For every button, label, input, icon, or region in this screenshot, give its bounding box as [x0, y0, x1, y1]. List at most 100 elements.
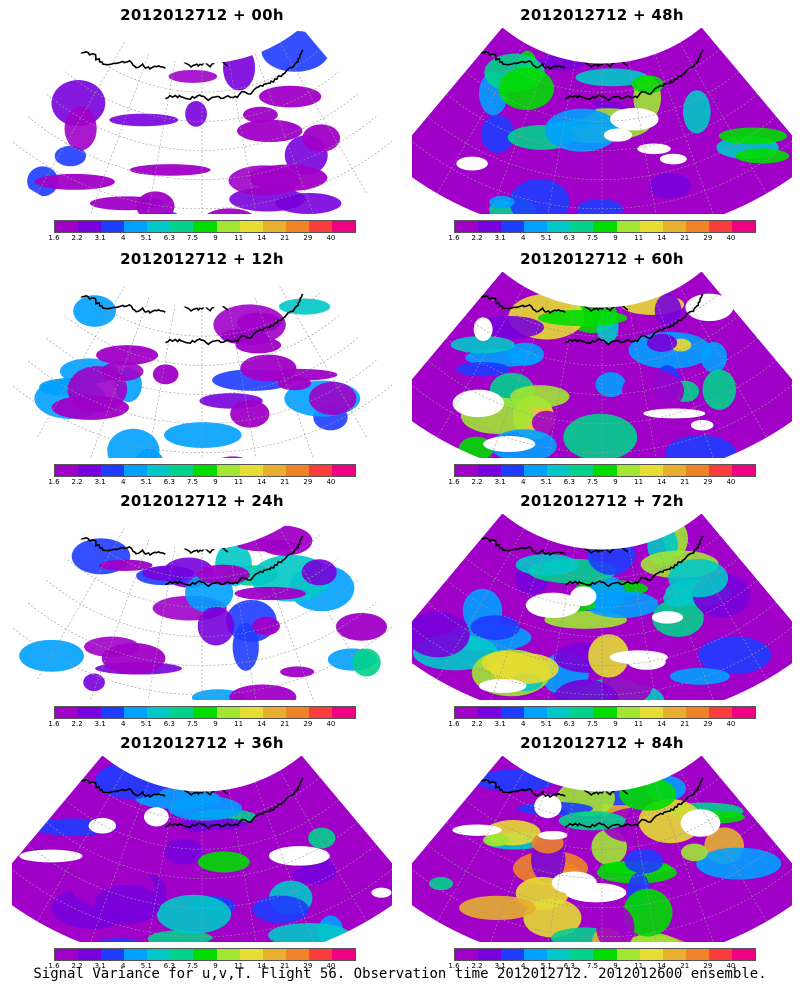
- colorbar-label: 14: [657, 234, 667, 242]
- low-variance-region: [88, 817, 117, 834]
- variance-region: [234, 586, 306, 601]
- colorbar-label: 9: [613, 478, 618, 486]
- colorbar-label: 1.6: [448, 720, 460, 728]
- meridian-line: [436, 770, 525, 922]
- variance-region: [64, 106, 97, 151]
- map-panel: 2012012712 + 84h 1.6 2.2 3.1 4 5.1 6.3 7.5 9 11 14…: [412, 734, 792, 972]
- colorbar-swatch: [55, 707, 79, 718]
- colorbar-swatch: [124, 221, 148, 232]
- meridian-line: [144, 546, 176, 700]
- variance-region: [232, 623, 259, 671]
- low-variance-region: [143, 807, 169, 827]
- colorbar-swatch: [308, 707, 332, 718]
- colorbar-label: 3.1: [94, 962, 106, 970]
- meridian-line: [254, 781, 316, 942]
- variance-region: [646, 333, 678, 352]
- colorbar-swatch: [285, 707, 309, 718]
- colorbar-label: 40: [326, 962, 336, 970]
- map-panel: 2012012712 + 36h 1.6 2.2 3.1 4 5.1 6.3 7.5 9 11 14…: [12, 734, 392, 972]
- colorbar-swatch: [570, 221, 594, 232]
- variance-region: [665, 435, 736, 458]
- variance-region: [619, 777, 677, 811]
- colorbar-label: 11: [634, 234, 644, 242]
- colorbar-label: 1.6: [48, 478, 60, 486]
- colorbar-swatch: [455, 707, 479, 718]
- colorbar-swatch: [547, 949, 571, 960]
- low-variance-region: [651, 611, 684, 624]
- variance-region: [223, 44, 256, 91]
- variance-region: [680, 843, 709, 862]
- colorbar-swatch: [124, 465, 148, 476]
- variance-region: [531, 410, 561, 435]
- colorbar-label: 11: [634, 478, 644, 486]
- colorbar-swatch: [78, 221, 102, 232]
- meridian-line: [628, 546, 660, 700]
- colorbar-swatch: [731, 949, 756, 960]
- variance-region: [180, 817, 247, 831]
- colorbar-swatch: [193, 949, 217, 960]
- colorbar-label: 29: [303, 962, 313, 970]
- meridian-line: [654, 297, 716, 458]
- variance-map: [12, 514, 392, 700]
- colorbar-label: 9: [213, 720, 218, 728]
- colorbar-labels: 1.6 2.2 3.1 4 5.1 6.3 7.5 9 11 14 21 29 40: [448, 962, 754, 972]
- variance-region: [456, 362, 510, 377]
- meridian-line: [228, 304, 260, 458]
- colorbar-swatch: [455, 465, 479, 476]
- meridian-line: [679, 770, 768, 922]
- colorbar-label: 3.1: [94, 234, 106, 242]
- meridian-line: [488, 781, 550, 942]
- colorbar-swatch: [331, 221, 356, 232]
- variance-region: [168, 796, 243, 821]
- colorbar-label: 21: [680, 720, 690, 728]
- colorbar-label: 11: [234, 720, 244, 728]
- colorbar-swatch: [170, 707, 194, 718]
- colorbar-label: 7.5: [586, 720, 599, 728]
- colorbar-label: 40: [726, 234, 736, 242]
- variance-region: [476, 316, 545, 339]
- colorbar-swatch: [685, 707, 709, 718]
- colorbar-swatch: [547, 221, 571, 232]
- colorbar-swatch: [524, 465, 548, 476]
- colorbar-swatch: [216, 949, 240, 960]
- variance-region: [682, 90, 711, 134]
- variance-region: [588, 575, 626, 614]
- low-variance-region: [473, 317, 493, 342]
- colorbar-swatch: [593, 707, 617, 718]
- colorbar-label: 11: [634, 720, 644, 728]
- low-variance-region: [637, 143, 671, 155]
- colorbar-label: 7.5: [586, 234, 599, 242]
- colorbar-swatch: [501, 465, 525, 476]
- colorbar-swatch: [478, 949, 502, 960]
- variance-region: [506, 342, 544, 366]
- panel-title: 2012012712 + 00h: [120, 6, 284, 24]
- colorbar-swatch: [193, 465, 217, 476]
- variance-map: [412, 756, 792, 942]
- colorbar-swatch: [78, 707, 102, 718]
- colorbar-swatch: [524, 707, 548, 718]
- variance-region: [101, 643, 166, 674]
- colorbar-label: 7.5: [186, 720, 199, 728]
- variance-region: [595, 372, 626, 398]
- variance-region: [197, 564, 250, 585]
- colorbar-label: 29: [303, 478, 313, 486]
- variance-region: [335, 612, 388, 641]
- meridian-line: [654, 781, 716, 942]
- variance-region: [700, 341, 728, 373]
- coastline: [165, 777, 304, 830]
- colorbar-swatch: [124, 949, 148, 960]
- coastline: [165, 49, 304, 102]
- colorbar-label: 14: [257, 720, 267, 728]
- colorbar-label: 11: [234, 234, 244, 242]
- colorbar-swatch: [216, 707, 240, 718]
- variance-region: [481, 651, 532, 675]
- colorbar-swatch: [708, 465, 732, 476]
- latitude-line: [445, 579, 759, 637]
- colorbar-swatch: [331, 949, 356, 960]
- meridian-line: [88, 53, 150, 214]
- colorbar-labels: 1.6 2.2 3.1 4 5.1 6.3 7.5 9 11 14 21 29 40: [448, 478, 754, 488]
- variance-region: [237, 539, 299, 552]
- colorbar-swatch: [78, 465, 102, 476]
- colorbar-swatch: [685, 949, 709, 960]
- colorbar: [54, 948, 356, 961]
